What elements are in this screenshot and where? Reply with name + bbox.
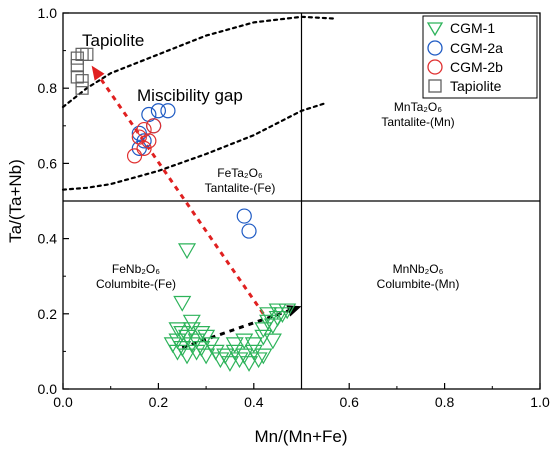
miscibility-gap-curve <box>61 15 336 109</box>
fe-columbite-formula: FeNb₂O₆ <box>112 262 160 276</box>
field-dividers <box>63 13 540 389</box>
point-cgm-2a <box>131 140 147 156</box>
point-cgm-1 <box>220 356 239 372</box>
y-tick-label: 0.2 <box>38 306 58 322</box>
point-cgm-1 <box>225 337 244 354</box>
mn-tantalite-formula: MnTa₂O₆ <box>394 100 442 114</box>
x-tick-label: 0.0 <box>53 394 73 410</box>
mn-tantalite-name: Tantalite-(Mn) <box>381 115 454 129</box>
point-cgm-1 <box>173 295 192 312</box>
trend-arrow-line <box>98 76 265 315</box>
x-tick-label: 1.0 <box>530 394 550 410</box>
y-tick-label: 0.8 <box>38 80 58 96</box>
point-cgm-2b <box>146 118 162 134</box>
x-axis-title: Mn/(Mn+Fe) <box>254 427 347 446</box>
legend-marker-cgm-2b <box>427 59 443 75</box>
point-cgm-2a <box>160 103 176 119</box>
point-cgm-1 <box>211 352 230 369</box>
fe-columbite-name: Columbite-(Fe) <box>96 277 176 291</box>
tapiolite-label: Tapiolite <box>82 31 144 50</box>
legend-label-cgm-1: CGM-1 <box>450 20 495 36</box>
point-cgm-2b <box>126 148 143 164</box>
point-cgm-1 <box>259 307 278 324</box>
point-tapiolite <box>75 47 89 61</box>
point-cgm-1 <box>263 333 282 350</box>
point-cgm-1 <box>263 318 282 335</box>
point-cgm-2b <box>131 129 147 145</box>
point-cgm-2a <box>136 133 152 149</box>
point-cgm-1 <box>254 348 273 365</box>
point-tapiolite <box>80 47 94 61</box>
legend-box <box>422 15 538 99</box>
x-tick-label: 0.4 <box>244 394 264 410</box>
miscibility-gap-label: Miscibility gap <box>137 86 243 105</box>
y-tick-label: 0.0 <box>38 381 58 397</box>
point-cgm-2a <box>141 106 157 123</box>
point-cgm-1 <box>197 348 216 365</box>
legend-marker-tapiolite <box>428 79 442 93</box>
legend-marker-cgm-2a <box>427 40 443 56</box>
legend-marker-cgm-1 <box>426 22 444 37</box>
miscibility-gap-curves <box>61 15 336 191</box>
point-tapiolite <box>75 81 89 95</box>
legend-label-cgm-2b: CGM-2b <box>450 59 503 75</box>
legend-label-cgm-2a: CGM-2a <box>450 40 503 56</box>
point-cgm-1 <box>273 307 292 324</box>
point-cgm-1 <box>249 352 268 369</box>
point-tapiolite <box>70 51 84 65</box>
point-tapiolite <box>75 74 89 88</box>
x-tick-label: 0.2 <box>149 394 169 410</box>
point-cgm-1 <box>254 322 273 339</box>
point-tapiolite <box>70 59 84 73</box>
mn-columbite-name: Columbite-(Mn) <box>377 277 460 291</box>
mn-columbite-formula: MnNb₂O₆ <box>393 262 444 276</box>
point-tapiolite <box>70 70 84 84</box>
y-tick-label: 0.4 <box>38 231 58 247</box>
legend: CGM-1 CGM-2a CGM-2b Tapiolite <box>422 15 538 99</box>
point-cgm-2b <box>136 121 152 138</box>
point-cgm-1 <box>259 314 278 331</box>
x-tick-label: 0.6 <box>339 394 359 410</box>
y-axis-title: Ta/(Ta+Nb) <box>6 159 25 243</box>
y-tick-label: 1.0 <box>38 5 58 21</box>
point-cgm-1 <box>278 303 297 320</box>
fe-tantalite-formula: FeTa₂O₆ <box>217 166 263 180</box>
legend-label-tapiolite: Tapiolite <box>450 78 502 94</box>
point-cgm-1 <box>239 356 259 372</box>
data-points <box>70 47 297 372</box>
point-cgm-2a <box>131 125 147 141</box>
point-cgm-2a <box>241 223 257 239</box>
point-cgm-1 <box>268 310 287 327</box>
point-cgm-2a <box>150 103 166 119</box>
point-cgm-2a <box>236 208 252 224</box>
point-cgm-1 <box>244 337 263 354</box>
point-cgm-1 <box>177 243 197 260</box>
fe-tantalite-name: Tantalite-(Fe) <box>205 181 276 195</box>
x-tick-label: 0.8 <box>435 394 455 410</box>
point-cgm-1 <box>177 348 197 365</box>
axis-ticks: 0.0 0.2 0.4 0.6 0.8 1.0 0.0 0.2 0.4 0.6 0.8 1.0 <box>38 5 550 410</box>
trend-arrow-head <box>91 65 105 81</box>
miscibility-gap-curve <box>61 102 327 191</box>
y-tick-label: 0.6 <box>38 155 58 171</box>
